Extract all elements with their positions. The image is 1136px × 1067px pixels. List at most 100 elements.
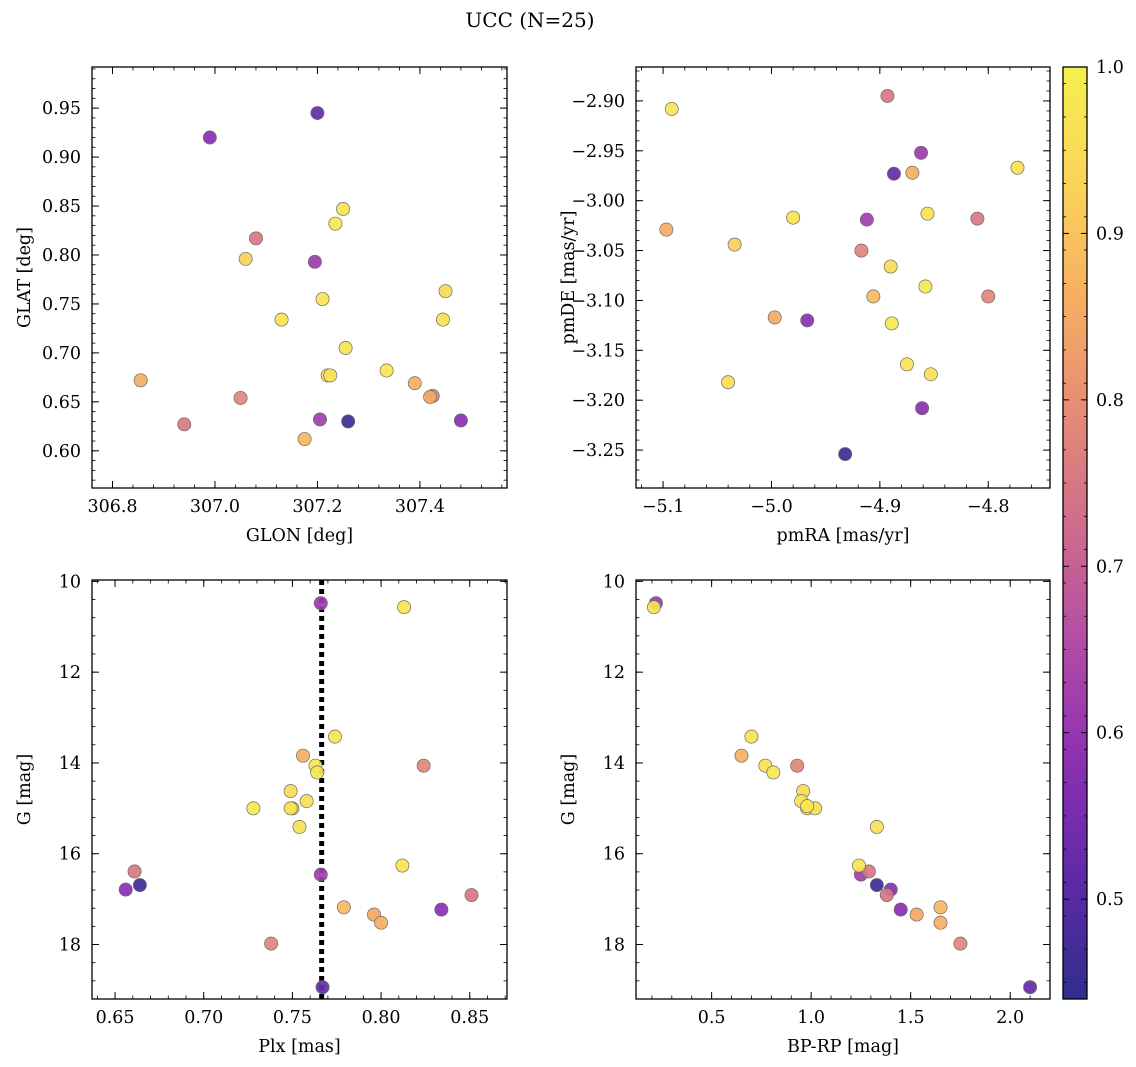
data-point [313,596,328,611]
data-point [734,748,749,763]
x-tick-label: −5.0 [750,497,793,517]
data-point [202,130,217,145]
x-axis-label: BP-RP [mag] [787,1037,899,1057]
data-point [274,312,289,327]
plot-area [636,67,1050,488]
y-tick-label: 10 [59,572,81,592]
data-point [297,432,312,446]
data-point [315,980,330,995]
y-tick-label: −3.05 [571,242,625,262]
y-axis-label: G [mag] [15,754,35,825]
data-point [313,412,327,427]
data-point [315,292,330,306]
data-point [727,237,742,252]
y-tick-label: 0.85 [42,197,81,217]
panel-frame [635,579,1051,1000]
data-point [238,251,253,266]
data-point [869,820,884,834]
data-point [800,799,815,814]
panel-4: 0.5 1.0 1.5 2.0 10 12 14 16 18 BP-RP [mag] G [mag] [559,572,1051,1057]
data-point [866,289,881,304]
y-tick-label: 12 [603,663,625,683]
data-point [1010,160,1025,175]
data-point [436,312,450,327]
y-tick-label: −3.15 [571,341,625,361]
data-point [336,202,350,216]
chart-title: UCC (N=25) [465,8,594,32]
y-tick-label: 0.70 [42,344,81,364]
data-point [909,907,924,922]
data-point [899,357,914,372]
x-tick-label: 0.65 [96,1008,135,1028]
data-point [246,801,261,816]
data-point [767,310,782,325]
data-point [883,259,898,274]
data-point [970,211,985,226]
data-point [313,867,328,882]
data-point [264,936,279,951]
data-point [438,284,453,299]
y-tick-label: 0.60 [42,442,81,462]
x-tick-label: 0.75 [273,1008,312,1028]
data-point [323,368,338,383]
panel-2: −5.1 −5.0 −4.9 −4.8 −3.25 −3.20 −3.15 −3.10 −3.0… [559,66,1051,546]
colorbar-tick-label: 1.0 [1096,58,1124,78]
y-tick-label: 0.95 [42,99,81,119]
y-tick-label: −3.10 [571,291,625,311]
data-point [118,882,133,897]
data-point [981,289,996,304]
y-tick-label: 16 [59,845,81,865]
y-tick-label: 0.90 [42,148,81,168]
data-point [854,243,869,258]
data-point [918,279,933,294]
panel-frame [91,579,508,1000]
data-point [283,801,298,816]
x-tick-label: 306.8 [87,497,137,517]
data-point [453,413,468,428]
data-point [659,222,674,237]
data-point [127,864,142,879]
y-tick-label: 0.75 [42,295,81,315]
y-axis-label: pmDE [mas/yr] [559,211,579,345]
data-point [880,88,895,103]
data-point [341,414,356,429]
x-tick-label: 2.0 [996,1008,1024,1028]
data-point [296,748,310,763]
data-point [851,858,866,873]
colorbar-gradient [1062,66,1088,1000]
x-tick-label: 307.4 [395,497,445,517]
colorbar: 0.5 0.6 0.7 0.8 0.9 1.0 [1062,58,1124,1000]
y-tick-label: 18 [603,936,625,956]
colorbar-tick-label: 0.9 [1096,224,1124,244]
data-point [886,166,901,181]
y-tick-label: −2.90 [571,92,625,112]
colorbar-tick-label: 0.8 [1096,391,1124,411]
y-axis-label: GLAT [deg] [15,227,35,328]
data-point [249,231,263,246]
data-point [800,313,815,328]
x-tick-label: 307.2 [292,497,342,517]
data-point [310,106,325,120]
data-point [859,212,874,227]
data-point [338,341,353,355]
data-point [790,758,805,773]
data-point [923,367,938,382]
x-axis-label: pmRA [mas/yr] [777,526,910,546]
plot-area [92,67,507,488]
panel-3: 0.65 0.70 0.75 0.80 0.85 10 12 14 16 18 Plx [mas] G… [15,572,508,1057]
data-point [869,878,884,893]
data-point [407,376,422,391]
data-point [953,936,968,951]
x-tick-label: 307.0 [190,497,240,517]
x-axis-label: Plx [mas] [258,1037,340,1057]
y-axis-label: G [mag] [559,754,579,825]
data-point [233,390,248,405]
y-tick-label: 0.65 [42,393,81,413]
panel-1: 306.8 307.0 307.2 307.4 0.60 0.65 0.70 0.75 0.80… [15,66,508,546]
y-tick-label: 14 [59,754,81,774]
data-point [915,401,930,416]
data-point [177,417,192,432]
data-point [374,915,389,930]
y-tick-label: −3.20 [571,391,625,411]
